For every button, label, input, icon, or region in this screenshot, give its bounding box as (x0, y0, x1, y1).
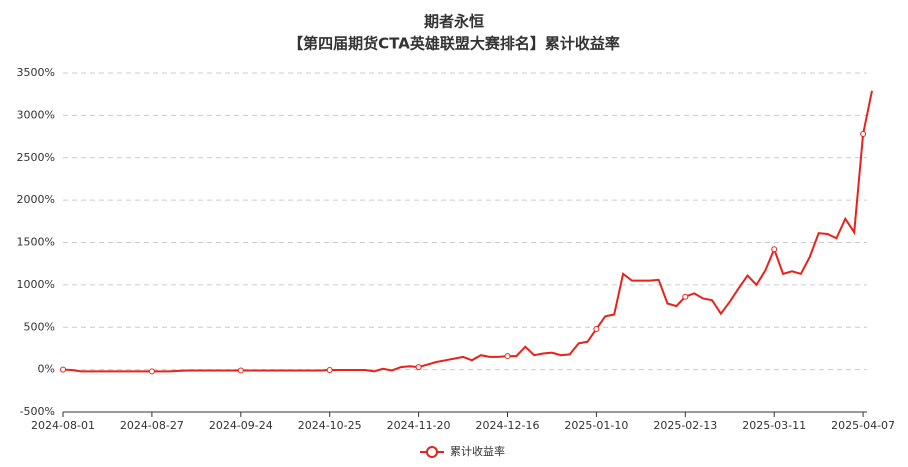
point-marker (415, 364, 422, 371)
point-marker (771, 246, 778, 253)
y-tick-label: -500% (20, 405, 55, 418)
x-tick-label: 2025-04-07 (831, 419, 895, 432)
x-tick-label: 2025-02-13 (653, 419, 717, 432)
y-tick-label: 3500% (17, 66, 55, 79)
chart-title: 期者永恒 (424, 13, 484, 31)
point-marker (148, 368, 155, 375)
x-tick-label: 2024-08-01 (31, 419, 95, 432)
point-marker (682, 293, 689, 300)
y-tick-label: 1500% (17, 236, 55, 249)
y-tick-label: 1000% (17, 278, 55, 291)
legend-marker (426, 446, 438, 458)
legend-label: 累计收益率 (450, 444, 505, 458)
point-marker (326, 367, 333, 374)
x-tick-label: 2024-09-24 (209, 419, 273, 432)
point-marker (504, 353, 511, 360)
x-tick-label: 2024-10-25 (298, 419, 362, 432)
point-marker (60, 366, 66, 373)
point-marker (237, 367, 244, 374)
x-tick-label: 2024-12-16 (476, 419, 540, 432)
y-tick-label: 2500% (17, 151, 55, 164)
point-marker (860, 131, 867, 138)
x-tick-label: 2025-03-11 (742, 419, 806, 432)
y-tick-label: 500% (24, 320, 55, 333)
x-tick-label: 2025-01-10 (564, 419, 628, 432)
y-tick-label: 3000% (17, 108, 55, 121)
x-tick-label: 2024-11-20 (387, 419, 451, 432)
chart-subtitle: 【第四届期货CTA英雄联盟大赛排名】累计收益率 (288, 35, 620, 53)
x-tick-label: 2024-08-27 (120, 419, 184, 432)
y-tick-label: 0% (38, 363, 55, 376)
point-marker (593, 325, 600, 332)
y-tick-label: 2000% (17, 193, 55, 206)
line (62, 90, 873, 373)
